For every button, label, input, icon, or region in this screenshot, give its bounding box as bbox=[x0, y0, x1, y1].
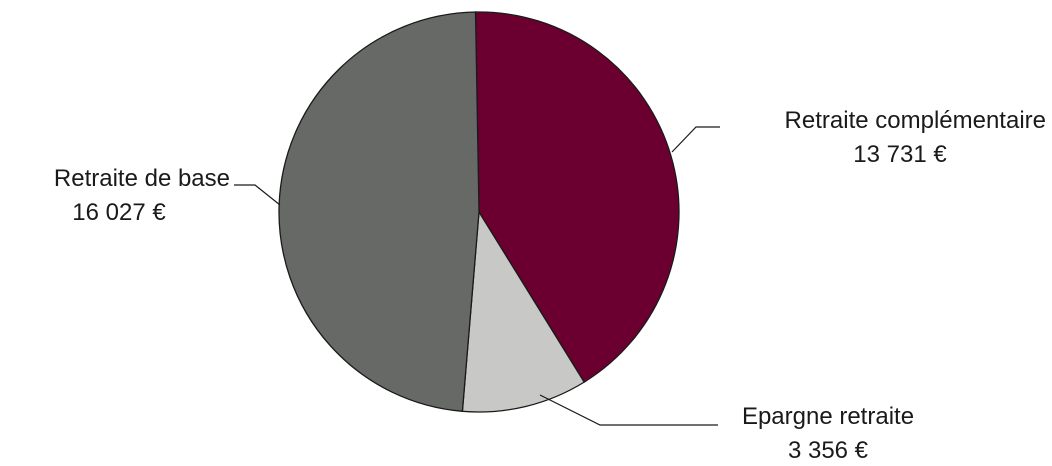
slice-label-epargne-retraite: Epargne retraite bbox=[742, 403, 914, 430]
slice-value-epargne-retraite: 3 356 € bbox=[788, 437, 869, 464]
pie-slice-retraite-complementaire bbox=[474, 11, 680, 384]
pie-slice-epargne-retraite bbox=[461, 209, 586, 413]
pie-slices bbox=[278, 11, 680, 413]
slice-label-retraite-de-base: Retraite de base bbox=[54, 165, 230, 192]
leader-line-retraite-de-base bbox=[234, 184, 281, 206]
slice-value-retraite-complementaire: 13 731 € bbox=[853, 141, 947, 168]
pie-slice-retraite-de-base bbox=[278, 11, 480, 413]
leader-line-retraite-complementaire bbox=[671, 126, 720, 153]
slice-label-retraite-complementaire: Retraite complémentaire bbox=[785, 107, 1046, 134]
slice-value-retraite-de-base: 16 027 € bbox=[72, 199, 166, 226]
leader-line-epargne-retraite bbox=[539, 394, 718, 426]
